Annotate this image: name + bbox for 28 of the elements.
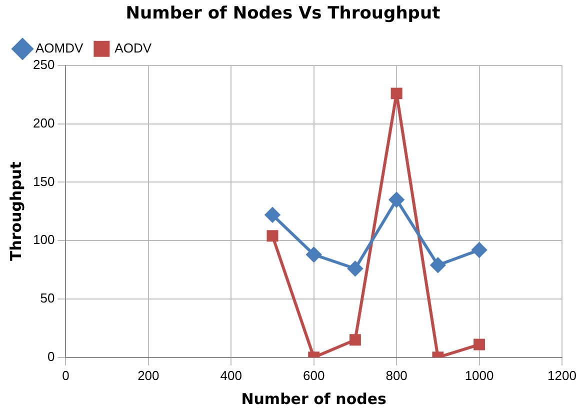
point	[389, 192, 404, 208]
x-tick-label: 0	[62, 368, 70, 383]
chart-title: Number of Nodes Vs Throughput	[126, 4, 440, 24]
y-tick-label: 250	[32, 56, 55, 72]
x-axis-title: Number of nodes	[241, 390, 387, 408]
point	[474, 338, 486, 350]
y-axis-title: Throughput	[6, 162, 25, 262]
x-tick-label: 400	[220, 368, 242, 383]
point	[472, 242, 487, 258]
point	[349, 334, 361, 346]
x-tick-label: 1200	[548, 368, 576, 383]
y-tick-label: 0	[47, 348, 55, 364]
y-tick-label: 50	[40, 290, 55, 306]
point	[264, 207, 280, 222]
y-tick-label: 200	[32, 115, 55, 130]
point	[390, 88, 402, 100]
y-tick-label: 100	[32, 232, 55, 248]
x-tick-label: 800	[386, 368, 408, 383]
legend-label: AODV	[114, 40, 152, 56]
point	[348, 261, 363, 276]
y-tick-label: 150	[32, 174, 55, 189]
legend-label: AOMDV	[36, 40, 84, 56]
x-tick-label: 200	[138, 368, 160, 383]
point	[430, 258, 446, 273]
x-tick-label: 600	[302, 368, 325, 383]
point	[306, 247, 322, 262]
point	[266, 230, 278, 242]
x-tick-label: 1000	[464, 368, 494, 383]
